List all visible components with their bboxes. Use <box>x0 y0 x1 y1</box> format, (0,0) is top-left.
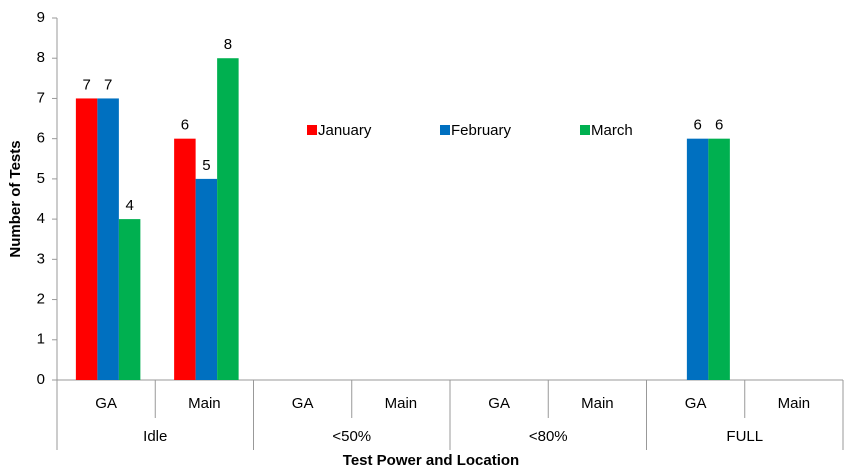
group-label: FULL <box>726 428 763 445</box>
x-tick-label: Main <box>581 395 614 412</box>
bar <box>118 219 141 380</box>
legend-label: February <box>451 122 512 139</box>
bar <box>174 138 196 380</box>
y-tick-label: 2 <box>37 291 45 308</box>
bar <box>708 138 730 380</box>
y-tick-label: 8 <box>37 49 45 66</box>
y-tick-label: 9 <box>37 9 45 26</box>
group-label: <50% <box>332 428 371 445</box>
data-label: 7 <box>104 76 112 93</box>
legend-label: January <box>318 122 372 139</box>
group-label: <80% <box>529 428 568 445</box>
x-tick-label: GA <box>488 395 510 412</box>
y-tick-label: 3 <box>37 250 45 267</box>
x-tick-label: Main <box>778 395 811 412</box>
x-tick-label: GA <box>685 395 707 412</box>
x-tick-label: GA <box>292 395 314 412</box>
legend-swatch <box>307 125 317 135</box>
y-axis-title: Number of Tests <box>7 140 24 257</box>
group-label: Idle <box>143 428 167 445</box>
data-label: 5 <box>202 157 210 174</box>
data-label: 8 <box>224 36 232 53</box>
data-label: 4 <box>125 197 133 214</box>
x-axis-title: Test Power and Location <box>343 452 519 469</box>
y-tick-label: 5 <box>37 170 45 187</box>
bar <box>75 98 98 380</box>
y-tick-label: 1 <box>37 331 45 348</box>
data-label: 6 <box>181 117 189 134</box>
bar <box>686 138 709 380</box>
y-tick-label: 4 <box>37 210 45 227</box>
data-label: 6 <box>693 117 701 134</box>
legend-swatch <box>580 125 590 135</box>
x-tick-label: Main <box>188 395 221 412</box>
x-tick-label: GA <box>95 395 117 412</box>
data-label: 6 <box>715 117 723 134</box>
y-tick-label: 6 <box>37 130 45 147</box>
bar <box>217 58 239 380</box>
y-tick-label: 0 <box>37 371 45 388</box>
y-tick-label: 7 <box>37 89 45 106</box>
legend-label: March <box>591 122 633 139</box>
x-tick-label: Main <box>385 395 418 412</box>
bar <box>97 98 119 380</box>
legend-swatch <box>440 125 450 135</box>
bar <box>195 178 218 380</box>
data-label: 7 <box>82 76 90 93</box>
